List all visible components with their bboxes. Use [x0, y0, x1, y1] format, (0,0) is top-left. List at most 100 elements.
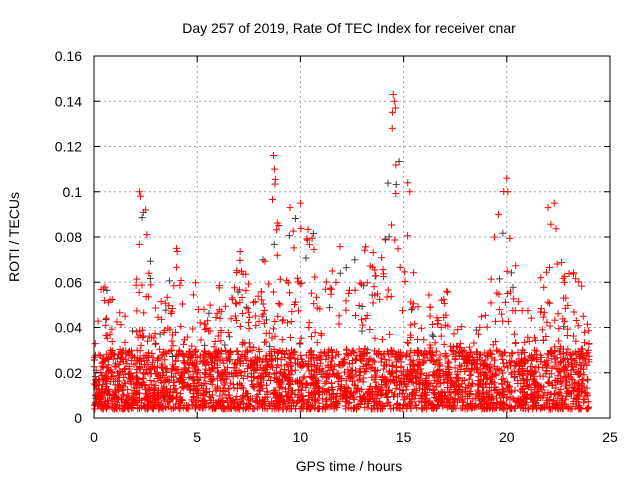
data-point [388, 388, 396, 396]
data-point [430, 358, 438, 366]
data-point [161, 299, 169, 307]
data-point [144, 337, 152, 345]
data-point [576, 358, 584, 366]
data-point [138, 281, 146, 289]
data-point [113, 403, 121, 411]
data-point [183, 404, 191, 412]
data-point [474, 373, 482, 381]
data-point [335, 373, 343, 381]
data-point [451, 364, 459, 372]
data-point [518, 307, 526, 315]
data-point [254, 404, 262, 412]
data-point [254, 397, 262, 405]
data-point [123, 360, 131, 368]
data-point [568, 387, 576, 395]
chart-title: Day 257 of 2019, Rate Of TEC Index for r… [182, 20, 516, 36]
data-point [579, 352, 587, 360]
data-point [543, 394, 551, 402]
data-point [406, 352, 414, 360]
data-point [401, 278, 409, 286]
data-point [539, 313, 547, 321]
data-point [220, 402, 228, 410]
data-point [415, 356, 423, 364]
data-point [151, 330, 159, 338]
data-point [299, 382, 307, 390]
data-point [344, 366, 352, 374]
data-point [276, 275, 284, 283]
data-point [378, 354, 386, 362]
data-point [561, 278, 569, 286]
data-point [245, 313, 253, 321]
data-point [362, 361, 370, 369]
data-point [550, 396, 558, 404]
data-point [131, 384, 139, 392]
data-point [371, 367, 379, 375]
data-point [407, 321, 415, 329]
data-point [581, 328, 589, 336]
data-point [570, 394, 578, 402]
data-point [139, 333, 147, 341]
data-point [302, 384, 310, 392]
data-point [471, 402, 479, 410]
data-point [409, 304, 417, 312]
data-point [145, 269, 153, 277]
data-point [329, 366, 337, 374]
data-point [404, 179, 412, 187]
data-point [490, 379, 498, 387]
data-point [400, 375, 408, 383]
data-point [525, 337, 533, 345]
data-point [131, 398, 139, 406]
data-point [307, 289, 315, 297]
data-point [166, 398, 174, 406]
data-point [418, 399, 426, 407]
data-point [540, 283, 548, 291]
data-point [276, 382, 284, 390]
data-point [313, 396, 321, 404]
data-point [506, 382, 514, 390]
data-point [273, 396, 281, 404]
data-point [370, 347, 378, 355]
data-point [243, 348, 251, 356]
data-point [497, 352, 505, 360]
data-point [260, 367, 268, 375]
data-point [179, 379, 187, 387]
data-point [351, 382, 359, 390]
data-point [261, 257, 269, 265]
data-point [296, 339, 304, 347]
data-point [245, 339, 253, 347]
data-point [245, 280, 253, 288]
data-point [160, 326, 168, 334]
data-point [150, 334, 158, 342]
data-point [467, 390, 475, 398]
data-point [108, 399, 116, 407]
data-point [166, 326, 174, 334]
data-point [122, 396, 130, 404]
data-point [443, 395, 451, 403]
data-point [372, 272, 380, 280]
data-point [551, 346, 559, 354]
data-point [177, 371, 185, 379]
data-point [406, 188, 414, 196]
data-point [311, 386, 319, 394]
data-point [168, 365, 176, 373]
data-point [403, 382, 411, 390]
data-point [266, 363, 274, 371]
data-point [227, 315, 235, 323]
data-point [212, 385, 220, 393]
data-point [454, 326, 462, 334]
data-point [171, 379, 179, 387]
data-point [214, 351, 222, 359]
data-point [392, 374, 400, 382]
data-point [493, 289, 501, 297]
data-point [349, 357, 357, 365]
data-point [336, 269, 344, 277]
data-point [273, 251, 281, 259]
data-point [510, 295, 518, 303]
data-point [316, 359, 324, 367]
data-point [169, 331, 177, 339]
data-point [426, 397, 434, 405]
data-point [555, 390, 563, 398]
data-point [495, 275, 503, 283]
data-point [288, 367, 296, 375]
data-point [231, 312, 239, 320]
